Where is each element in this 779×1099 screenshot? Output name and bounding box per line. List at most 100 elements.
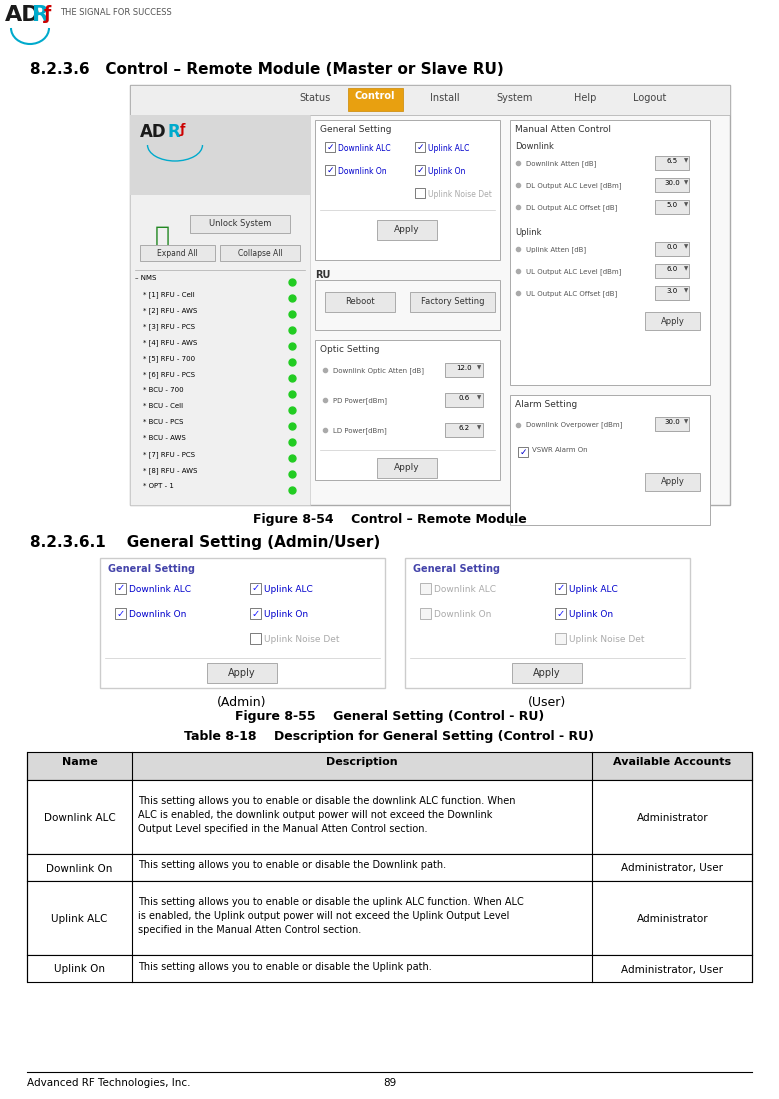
Text: ✓: ✓ [252, 584, 259, 593]
Text: ✓: ✓ [416, 166, 424, 175]
Text: Output Level specified in the Manual Atten Control section.: Output Level specified in the Manual Att… [138, 824, 428, 834]
Text: THE SIGNAL FOR SUCCESS: THE SIGNAL FOR SUCCESS [60, 8, 171, 16]
Bar [377, 220, 437, 240]
Bar [518, 447, 528, 457]
Text: Downlink ALC: Downlink ALC [434, 585, 496, 593]
Text: Uplink Noise Det: Uplink Noise Det [428, 190, 492, 199]
Text: PD Power[dBm]: PD Power[dBm] [333, 397, 387, 403]
Bar [655, 417, 689, 431]
Text: ▼: ▼ [684, 288, 689, 293]
Bar [555, 633, 566, 644]
Text: DL Output ALC Offset [dB]: DL Output ALC Offset [dB] [526, 204, 618, 211]
Text: ƒ: ƒ [180, 123, 185, 136]
Text: System: System [497, 93, 533, 103]
Bar [645, 312, 700, 330]
Text: Uplink Atten [dB]: Uplink Atten [dB] [526, 246, 586, 253]
Text: Uplink ALC: Uplink ALC [51, 914, 108, 924]
Text: Description: Description [326, 757, 398, 767]
Bar [325, 292, 395, 312]
Bar [140, 245, 215, 260]
Text: – NMS: – NMS [135, 275, 157, 281]
Text: ▼: ▼ [684, 158, 689, 163]
Text: General Setting: General Setting [320, 125, 392, 134]
Text: 30.0: 30.0 [664, 419, 680, 425]
Text: Administrator: Administrator [636, 813, 708, 823]
Text: ▼: ▼ [684, 202, 689, 207]
Bar [250, 582, 261, 593]
Bar [415, 188, 425, 198]
Text: ✓: ✓ [252, 609, 259, 619]
Text: 8.2.3.6.1    General Setting (Admin/User): 8.2.3.6.1 General Setting (Admin/User) [30, 535, 380, 550]
Text: Uplink: Uplink [515, 227, 541, 237]
Text: * BCU - AWS: * BCU - AWS [143, 435, 185, 441]
Bar [445, 393, 483, 407]
Bar [420, 608, 431, 619]
Text: 🔒: 🔒 [155, 225, 170, 249]
Text: (User): (User) [528, 696, 566, 709]
Text: * [6] RFU - PCS: * [6] RFU - PCS [143, 371, 195, 378]
Bar [27, 854, 752, 881]
Bar [655, 156, 689, 170]
Text: Apply: Apply [661, 317, 685, 325]
Text: DL Output ALC Level [dBm]: DL Output ALC Level [dBm] [526, 182, 622, 189]
Text: 89: 89 [382, 1078, 397, 1088]
Text: Uplink On: Uplink On [569, 610, 613, 619]
Bar [130, 85, 730, 506]
Text: ▼: ▼ [477, 425, 481, 430]
Text: AD: AD [140, 123, 167, 141]
Text: Manual Atten Control: Manual Atten Control [515, 125, 611, 134]
Text: 6.0: 6.0 [666, 266, 678, 271]
Text: Uplink ALC: Uplink ALC [264, 585, 312, 593]
Bar [27, 881, 752, 955]
Text: Uplink ALC: Uplink ALC [569, 585, 618, 593]
Text: Administrator, User: Administrator, User [621, 965, 723, 975]
Bar [130, 85, 730, 115]
Text: Reboot: Reboot [345, 298, 375, 307]
Text: ALC is enabled, the downlink output power will not exceed the Downlink: ALC is enabled, the downlink output powe… [138, 810, 492, 820]
Text: 8.2.3.6   Control – Remote Module (Master or Slave RU): 8.2.3.6 Control – Remote Module (Master … [30, 62, 504, 77]
Bar [512, 663, 582, 682]
Text: Downlink: Downlink [515, 142, 554, 151]
Text: ✓: ✓ [520, 447, 527, 456]
Bar [190, 215, 290, 233]
Text: Status: Status [299, 93, 330, 103]
Text: Optic Setting: Optic Setting [320, 345, 379, 354]
Text: 6.5: 6.5 [667, 158, 678, 164]
Text: R: R [32, 5, 49, 25]
Bar [377, 458, 437, 478]
Bar [220, 245, 300, 260]
Bar [655, 242, 689, 256]
Text: Figure 8-55    General Setting (Control - RU): Figure 8-55 General Setting (Control - R… [235, 710, 544, 723]
Text: ✓: ✓ [326, 166, 333, 175]
Bar [655, 200, 689, 214]
Text: Administrator, User: Administrator, User [621, 864, 723, 874]
Text: Uplink On: Uplink On [428, 167, 465, 176]
Text: LD Power[dBm]: LD Power[dBm] [333, 428, 386, 434]
Text: ✓: ✓ [326, 143, 333, 152]
Text: Downlink Atten [dB]: Downlink Atten [dB] [526, 160, 597, 167]
Text: Apply: Apply [228, 668, 256, 678]
Text: Table 8-18    Description for General Setting (Control - RU): Table 8-18 Description for General Setti… [185, 730, 594, 743]
Text: Uplink On: Uplink On [264, 610, 308, 619]
Text: 0.0: 0.0 [666, 244, 678, 249]
Bar [405, 558, 690, 688]
Text: This setting allows you to enable or disable the Uplink path.: This setting allows you to enable or dis… [138, 962, 432, 972]
Text: Help: Help [574, 93, 596, 103]
Text: ƒ: ƒ [44, 5, 51, 23]
Text: * BCU - PCS: * BCU - PCS [143, 419, 183, 425]
Text: 3.0: 3.0 [666, 288, 678, 295]
Bar [250, 633, 261, 644]
Text: ✓: ✓ [416, 143, 424, 152]
Text: Factory Setting: Factory Setting [421, 298, 485, 307]
Bar [445, 423, 483, 437]
Text: Advanced RF Technologies, Inc.: Advanced RF Technologies, Inc. [27, 1078, 191, 1088]
Text: Control: Control [354, 91, 395, 101]
Bar [348, 88, 403, 111]
Bar [207, 663, 277, 682]
Text: * [1] RFU - Cell: * [1] RFU - Cell [143, 291, 195, 298]
Text: * [7] RFU - PCS: * [7] RFU - PCS [143, 451, 195, 458]
Bar [655, 286, 689, 300]
Bar [655, 178, 689, 192]
Text: Downlink Optic Atten [dB]: Downlink Optic Atten [dB] [333, 367, 424, 374]
Text: ▼: ▼ [684, 266, 689, 271]
